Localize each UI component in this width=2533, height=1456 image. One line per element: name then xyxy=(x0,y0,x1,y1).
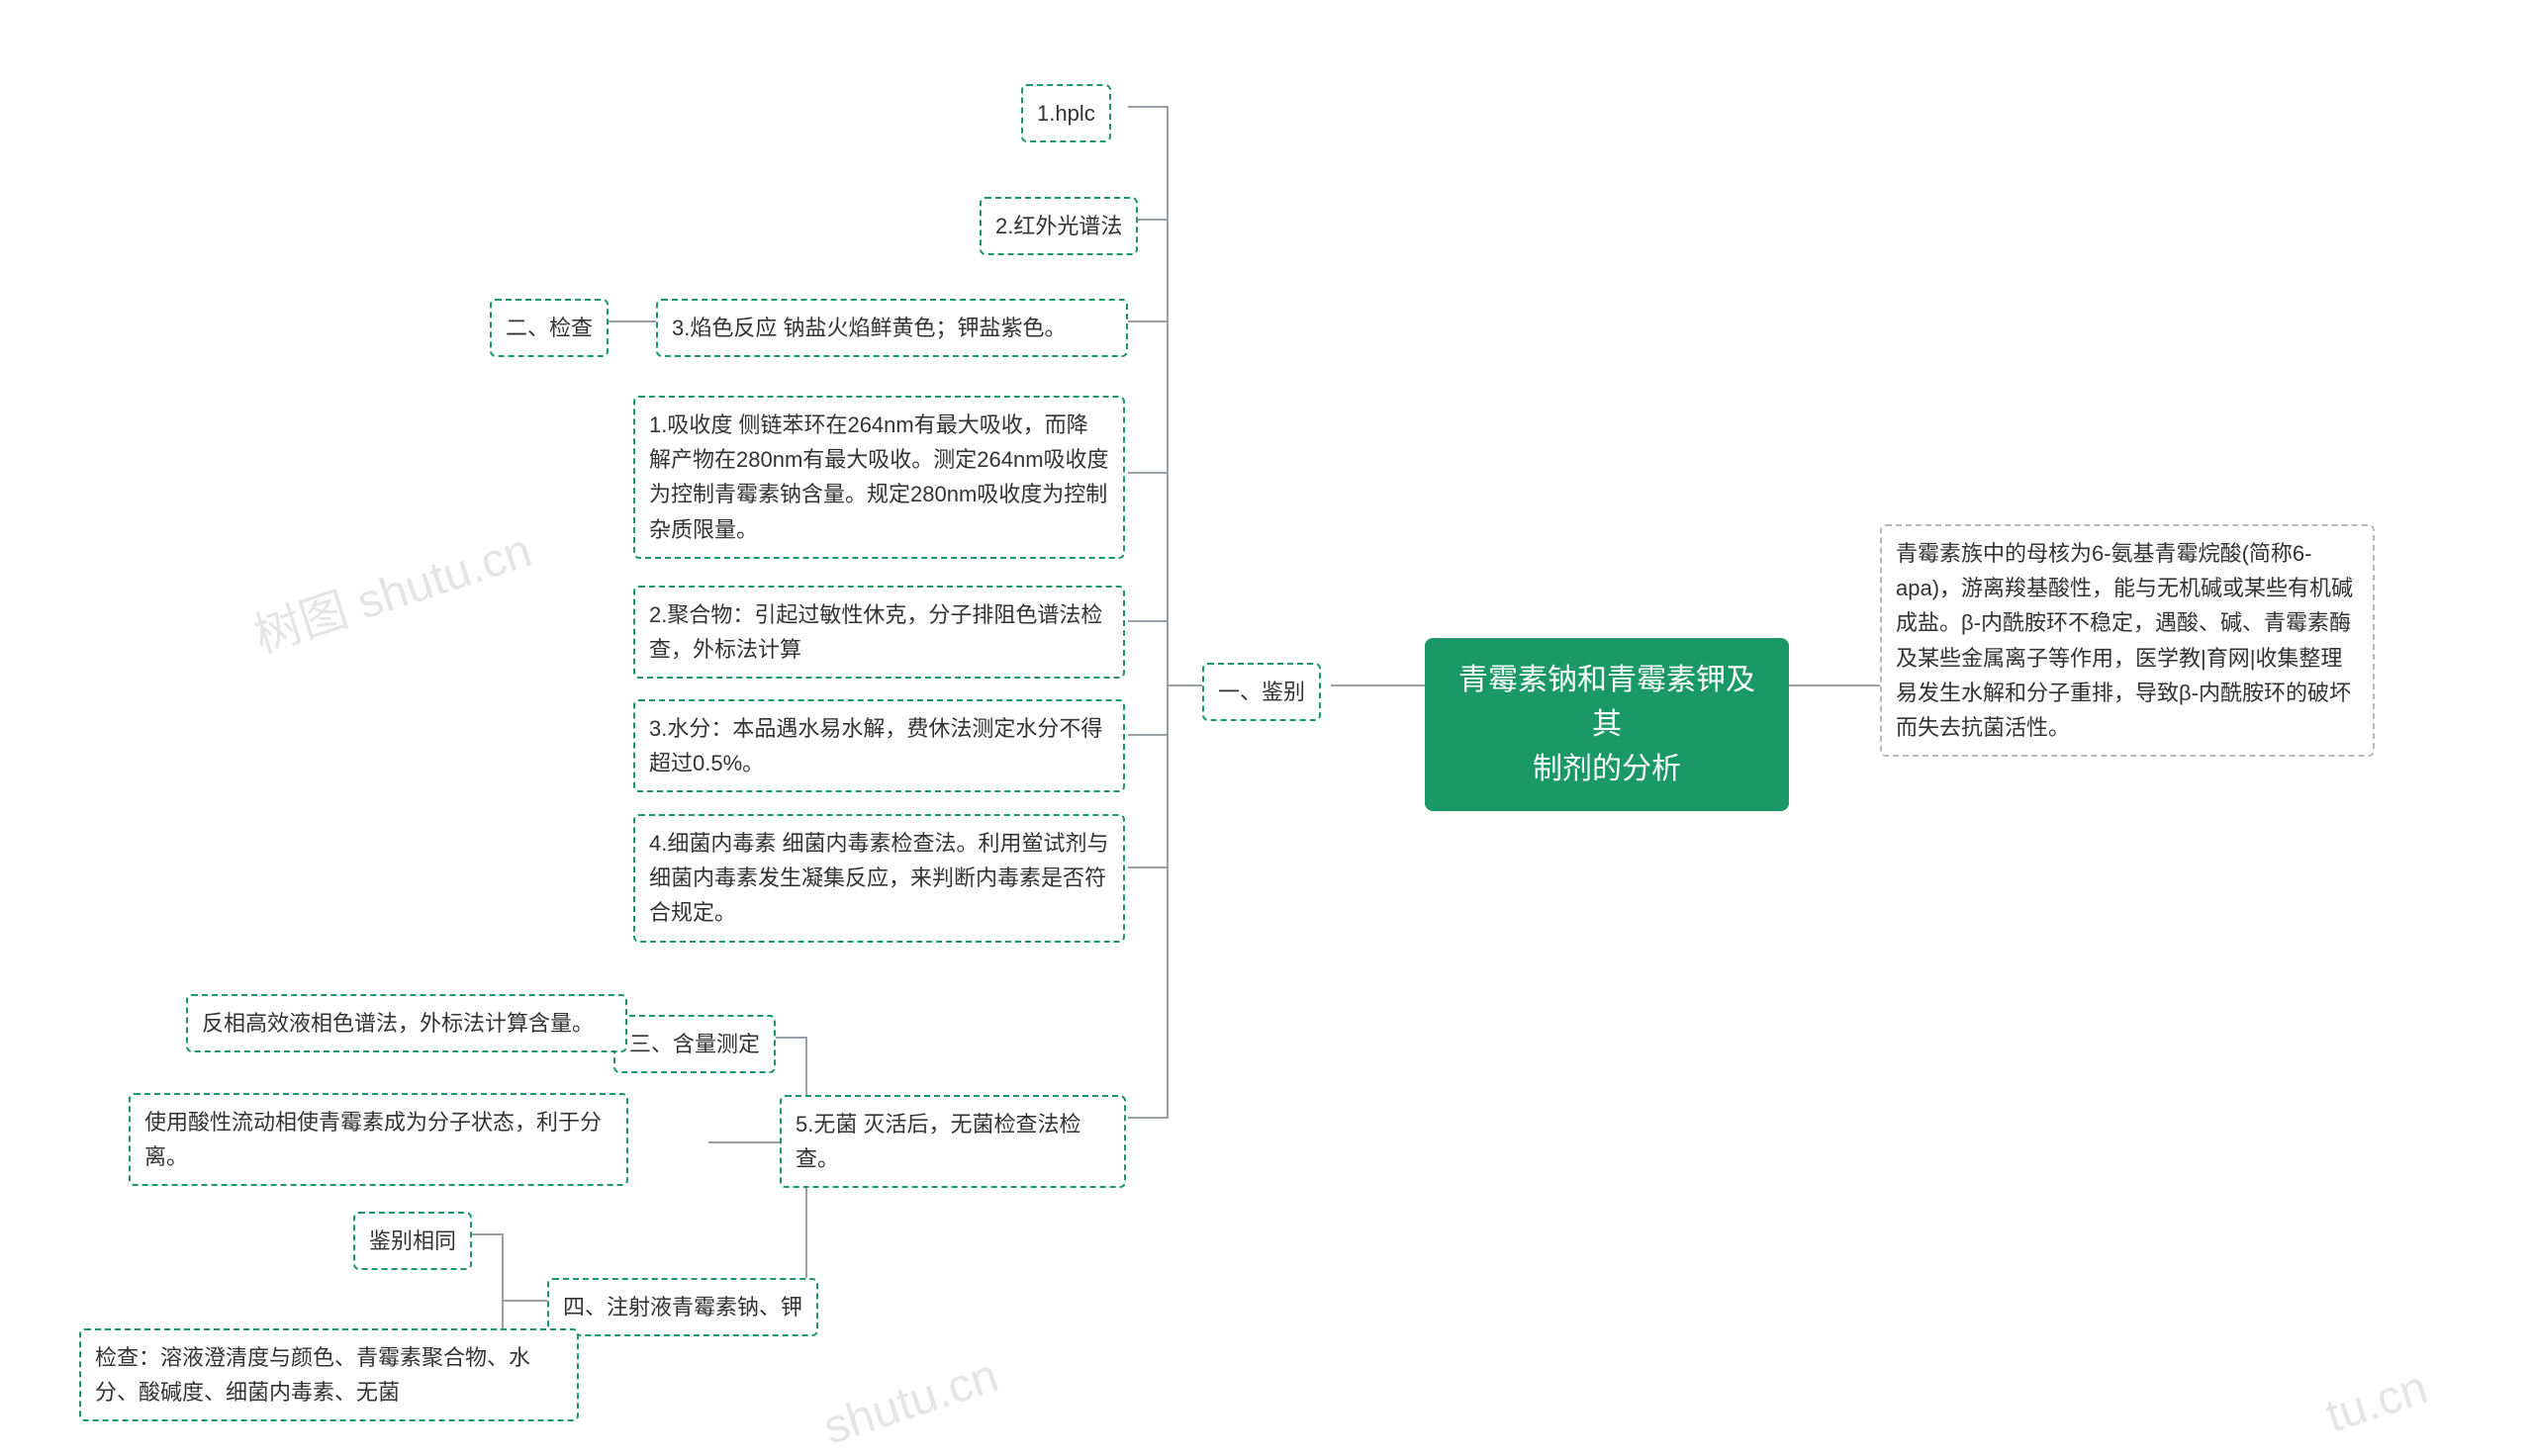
branch1-item-endotoxin: 4.细菌内毒素 细菌内毒素检查法。利用鲎试剂与细菌内毒素发生凝集反应，来判断内毒… xyxy=(633,814,1125,943)
description-node: 青霉素族中的母核为6-氨基青霉烷酸(简称6-apa)，游离羧基酸性，能与无机碱或… xyxy=(1880,524,2375,757)
watermark: 树图 shutu.cn xyxy=(243,511,538,666)
branch1-item-absorbance: 1.吸收度 侧链苯环在264nm有最大吸收，而降解产物在280nm有最大吸收。测… xyxy=(633,396,1125,559)
branch3-label: 三、含量测定 xyxy=(613,1015,776,1073)
branch3-item-hplc: 反相高效液相色谱法，外标法计算含量。 xyxy=(186,994,627,1052)
root-title-line1: 青霉素钠和青霉素钾及其 xyxy=(1453,658,1761,747)
branch1-label: 一、鉴别 xyxy=(1202,663,1321,721)
branch4-item-same: 鉴别相同 xyxy=(353,1212,472,1270)
watermark: tu.cn xyxy=(2319,1360,2434,1443)
branch1-item-sterile: 5.无菌 灭活后，无菌检查法检查。 xyxy=(780,1095,1126,1188)
branch1-item-water: 3.水分：本品遇水易水解，费休法测定水分不得超过0.5%。 xyxy=(633,699,1125,792)
root-node: 青霉素钠和青霉素钾及其 制剂的分析 xyxy=(1425,638,1789,811)
root-title-line2: 制剂的分析 xyxy=(1453,747,1761,791)
branch3-item-mobile: 使用酸性流动相使青霉素成为分子状态，利于分离。 xyxy=(129,1093,628,1186)
branch1-item-flame: 3.焰色反应 钠盐火焰鲜黄色；钾盐紫色。 xyxy=(656,299,1128,357)
branch4-item-check: 检查：溶液澄清度与颜色、青霉素聚合物、水分、酸碱度、细菌内毒素、无菌 xyxy=(79,1328,579,1421)
branch4-label: 四、注射液青霉素钠、钾 xyxy=(547,1278,818,1336)
branch1-item-polymer: 2.聚合物：引起过敏性休克，分子排阻色谱法检查，外标法计算 xyxy=(633,586,1125,679)
branch1-item-hplc: 1.hplc xyxy=(1021,84,1111,142)
watermark: shutu.cn xyxy=(817,1348,1005,1455)
branch2-label: 二、检查 xyxy=(490,299,609,357)
branch1-item-ir: 2.红外光谱法 xyxy=(980,197,1138,255)
